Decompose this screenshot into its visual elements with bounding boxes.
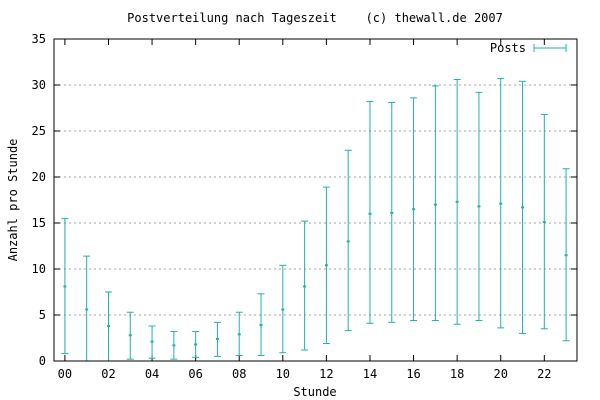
y-tick-label-0: 0 (39, 354, 46, 368)
error-bar-18 (453, 78, 461, 325)
error-bar-19 (475, 91, 483, 322)
x-tick-label-02: 02 (101, 367, 115, 381)
error-bar-3 (126, 311, 134, 360)
y-tick-label-25: 25 (32, 124, 46, 138)
error-bar-16 (410, 97, 418, 322)
x-tick-label-08: 08 (232, 367, 246, 381)
error-bar-7 (213, 321, 221, 357)
x-tick-label-12: 12 (319, 367, 333, 381)
error-bar-4 (148, 325, 156, 359)
x-tick-label-14: 14 (363, 367, 377, 381)
y-axis-ticks: 0 5 10 15 20 25 30 35 (32, 32, 577, 368)
chart-title: Postverteilung nach Tageszeit (c) thewal… (127, 11, 503, 25)
legend-label-posts: Posts (490, 41, 526, 55)
y-tick-label-20: 20 (32, 170, 46, 184)
y-tick-label-35: 35 (32, 32, 46, 46)
y-tick-label-5: 5 (39, 308, 46, 322)
y-tick-label-15: 15 (32, 216, 46, 230)
x-tick-label-04: 04 (145, 367, 159, 381)
error-bars (61, 78, 570, 362)
x-axis-ticks: 00 02 04 06 08 10 12 14 16 18 20 22 (58, 39, 552, 381)
error-bar-11 (301, 220, 309, 351)
grid-lines (54, 84, 577, 316)
error-bar-21 (519, 80, 527, 334)
error-bar-12 (322, 186, 330, 345)
y-axis-label: Anzahl pro Stunde (6, 139, 20, 262)
x-tick-label-00: 00 (58, 367, 72, 381)
x-tick-label-22: 22 (537, 367, 551, 381)
error-bar-22 (540, 113, 548, 330)
x-axis-label: Stunde (293, 385, 336, 399)
plot-frame (53, 38, 578, 362)
error-bar-8 (235, 311, 243, 356)
x-tick-label-16: 16 (406, 367, 420, 381)
error-bar-14 (366, 101, 374, 324)
error-bar-13 (344, 149, 352, 332)
x-tick-label-18: 18 (450, 367, 464, 381)
error-bar-20 (497, 78, 505, 329)
error-bar-10 (279, 264, 287, 354)
error-bar-15 (388, 101, 396, 323)
x-tick-label-10: 10 (276, 367, 290, 381)
error-bar-17 (431, 85, 439, 322)
x-tick-label-20: 20 (494, 367, 508, 381)
error-bar-0 (61, 217, 69, 355)
error-bar-5 (170, 331, 178, 360)
legend: Posts (490, 41, 567, 55)
y-tick-label-30: 30 (32, 78, 46, 92)
x-tick-label-06: 06 (188, 367, 202, 381)
error-bar-6 (192, 331, 200, 358)
y-tick-label-10: 10 (32, 262, 46, 276)
error-bar-23 (562, 168, 570, 342)
error-bar-9 (257, 293, 265, 356)
